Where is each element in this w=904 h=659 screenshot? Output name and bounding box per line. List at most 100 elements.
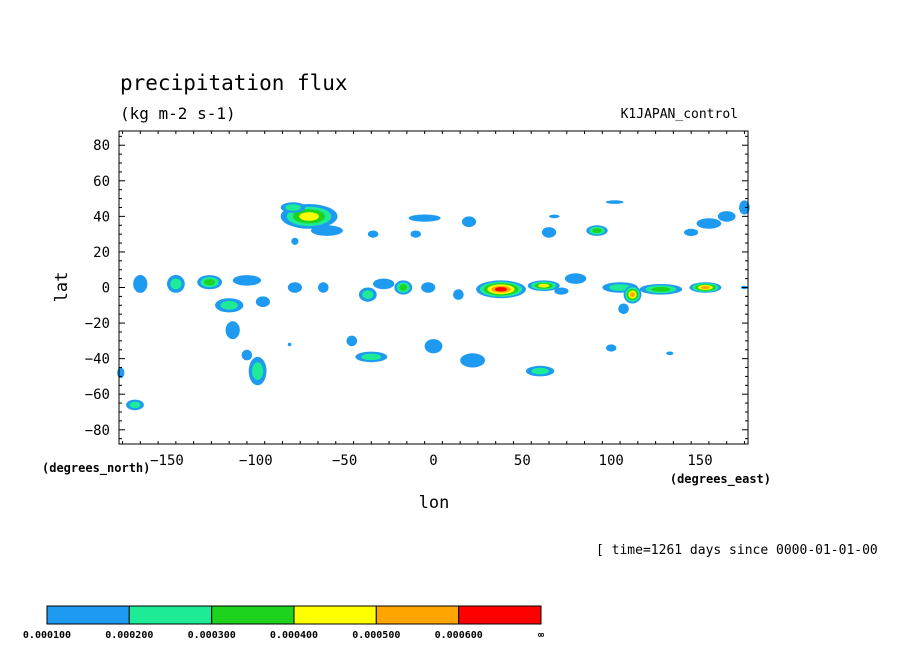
- precip-cell: [424, 339, 443, 354]
- x-tick-label: −150: [150, 453, 184, 469]
- precip-cell: [666, 351, 674, 356]
- contour-level-1: [255, 296, 270, 308]
- precip-cell: [291, 237, 299, 245]
- precip-cell: [525, 365, 555, 377]
- contour-level-1: [696, 218, 722, 229]
- y-tick-label: −40: [85, 352, 110, 368]
- contour-level-3: [204, 279, 216, 286]
- contour-level-1: [564, 273, 587, 284]
- contour-level-2: [220, 300, 238, 310]
- contour-level-2: [361, 353, 382, 361]
- contour-level-1: [684, 228, 699, 236]
- contour-level-5: [700, 286, 711, 289]
- colorbar-label: 0.000300: [188, 630, 236, 641]
- precip-cell: [241, 349, 253, 361]
- precip-cell: [310, 225, 343, 236]
- contour-level-2: [285, 204, 301, 211]
- contour-level-1: [408, 214, 441, 222]
- precip-cell: [215, 298, 244, 313]
- precip-cell: [394, 280, 413, 295]
- y-tick-label: −20: [85, 316, 110, 332]
- contour-fills: [117, 200, 750, 411]
- precip-cell: [586, 225, 608, 236]
- colorbar-label: 0.000200: [105, 630, 153, 641]
- contour-level-1: [410, 230, 422, 238]
- contour-level-3: [592, 228, 602, 234]
- colorbar-label: 0.000400: [270, 630, 318, 641]
- x-tick-label: 0: [429, 453, 437, 469]
- y-tick-label: 40: [93, 209, 110, 225]
- precip-cell: [346, 335, 358, 347]
- precip-cell: [248, 356, 267, 386]
- x-ticks: −150 −100 −50 0 50 100 150: [122, 131, 745, 469]
- contour-level-2: [170, 278, 182, 290]
- precip-cell: [696, 218, 722, 229]
- precip-cell: [421, 282, 436, 293]
- colorbar-swatch: [458, 605, 542, 625]
- contour-level-3: [651, 286, 671, 292]
- x-axis-label: lon: [419, 493, 450, 513]
- contour-level-1: [453, 289, 464, 300]
- precip-cell: [318, 282, 329, 293]
- precip-cell: [639, 284, 683, 295]
- contour-level-1: [739, 200, 750, 215]
- contour-level-4: [299, 212, 319, 221]
- contour-level-1: [241, 349, 253, 361]
- precip-cell: [605, 200, 624, 204]
- contour-level-5: [630, 292, 635, 298]
- x-tick-label: 150: [687, 453, 712, 469]
- precip-cell: [476, 280, 526, 299]
- precip-cell: [367, 230, 379, 238]
- contour-level-1: [549, 214, 560, 219]
- precip-cell: [358, 287, 377, 302]
- precip-cell: [460, 353, 485, 368]
- precip-cell: [126, 399, 144, 411]
- precip-cell: [684, 228, 699, 236]
- contour-level-1: [373, 278, 395, 290]
- precip-cell: [408, 214, 441, 222]
- contour-level-1: [541, 227, 557, 238]
- contour-level-1: [421, 282, 436, 293]
- precip-cell: [410, 230, 422, 238]
- colorbar: 0.000100 0.000200 0.000300 0.000400 0.000500…: [23, 605, 544, 641]
- contour-level-1: [666, 351, 674, 356]
- contour-level-1: [287, 342, 292, 347]
- time-label: [ time=1261 days since 0000-01-01-00: [596, 543, 878, 558]
- precip-cell: [167, 275, 185, 293]
- contour-level-1: [232, 275, 262, 286]
- y-tick-label: 20: [93, 245, 110, 261]
- colorbar-label: ∞: [538, 630, 544, 641]
- precip-cell: [527, 280, 560, 292]
- precip-cell: [461, 216, 477, 227]
- x-tick-label: −50: [332, 453, 357, 469]
- y-unit-label: (degrees_north): [42, 461, 150, 476]
- precip-cell: [554, 287, 569, 295]
- contour-level-2: [362, 290, 374, 299]
- contour-level-1: [133, 275, 148, 293]
- contour-level-1: [367, 230, 379, 238]
- precip-cell: [255, 296, 270, 308]
- colorbar-label: 0.000100: [23, 630, 71, 641]
- y-ticks: 80 60 40 20 0 −20 −40 −60 −80: [85, 135, 748, 440]
- precip-cell: [373, 278, 395, 290]
- contour-level-1: [605, 200, 624, 204]
- contour-level-1: [554, 287, 569, 295]
- precip-cell: [287, 342, 292, 347]
- y-tick-label: 80: [93, 138, 110, 154]
- chart-units: (kg m-2 s-1): [120, 104, 236, 123]
- precip-cell: [197, 275, 223, 290]
- contour-level-1: [424, 339, 443, 354]
- precip-cell: [689, 282, 722, 293]
- contour-level-1: [225, 321, 240, 340]
- contour-level-2: [531, 367, 549, 375]
- contour-level-1: [460, 353, 485, 368]
- precip-cell: [541, 227, 557, 238]
- colorbar-swatch: [211, 605, 295, 625]
- colorbar-label: 0.000500: [352, 630, 400, 641]
- chart-title: precipitation flux: [120, 71, 348, 95]
- contour-level-1: [605, 344, 617, 352]
- contour-level-2: [252, 362, 264, 380]
- precip-cell: [717, 211, 736, 222]
